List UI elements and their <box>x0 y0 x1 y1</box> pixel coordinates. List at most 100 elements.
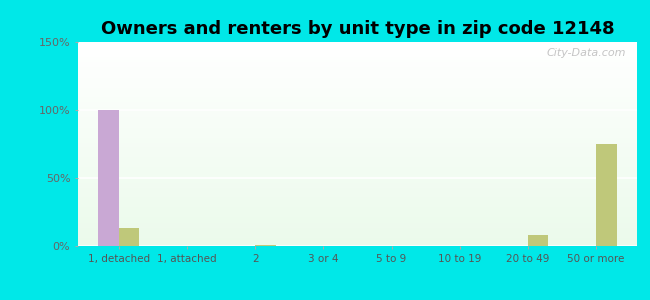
Bar <box>78 199 637 200</box>
Bar <box>78 47 637 48</box>
Bar <box>78 198 637 199</box>
Bar <box>78 65 637 67</box>
Bar <box>78 52 637 53</box>
Bar <box>78 53 637 54</box>
Bar <box>98 110 119 246</box>
Bar <box>78 146 637 147</box>
Bar <box>78 237 637 238</box>
Bar <box>78 214 637 215</box>
Bar <box>78 121 637 122</box>
Bar <box>78 73 637 74</box>
Bar <box>119 228 139 246</box>
Bar <box>78 111 637 112</box>
Bar <box>78 206 637 207</box>
Bar <box>78 68 637 70</box>
Bar <box>78 142 637 143</box>
Bar <box>78 63 637 64</box>
Bar <box>78 164 637 165</box>
Bar <box>78 64 637 65</box>
Bar <box>78 234 637 235</box>
Bar <box>78 140 637 141</box>
Bar <box>78 204 637 205</box>
Bar <box>78 223 637 224</box>
Bar <box>78 95 637 96</box>
Bar <box>78 180 637 181</box>
Bar <box>78 200 637 201</box>
Bar <box>78 205 637 206</box>
Bar <box>78 150 637 151</box>
Bar <box>78 141 637 142</box>
Bar <box>78 170 637 172</box>
Bar <box>78 149 637 150</box>
Bar <box>78 112 637 113</box>
Bar <box>78 128 637 129</box>
Bar <box>78 195 637 196</box>
Bar <box>78 144 637 145</box>
Bar <box>78 153 637 154</box>
Bar <box>78 132 637 133</box>
Bar <box>78 96 637 97</box>
Bar <box>78 77 637 78</box>
Bar <box>78 220 637 221</box>
Bar <box>78 202 637 203</box>
Bar <box>78 131 637 132</box>
Bar <box>78 215 637 216</box>
Bar <box>78 105 637 106</box>
Bar <box>78 154 637 155</box>
Bar <box>78 103 637 104</box>
Bar <box>78 54 637 55</box>
Bar <box>78 62 637 63</box>
Bar <box>78 44 637 45</box>
Bar <box>78 89 637 90</box>
Bar <box>78 81 637 82</box>
Bar <box>78 160 637 161</box>
Bar <box>78 85 637 86</box>
Bar <box>78 72 637 73</box>
Bar <box>78 119 637 121</box>
Bar <box>78 118 637 119</box>
Bar <box>528 235 549 246</box>
Bar <box>78 183 637 184</box>
Bar <box>78 196 637 197</box>
Bar <box>78 197 637 198</box>
Bar <box>78 193 637 194</box>
Bar <box>78 87 637 88</box>
Bar <box>78 60 637 62</box>
Bar <box>78 145 637 146</box>
Bar <box>78 210 637 211</box>
Bar <box>78 100 637 101</box>
Bar <box>78 107 637 108</box>
Bar <box>78 148 637 149</box>
Bar <box>78 43 637 44</box>
Bar <box>78 91 637 92</box>
Bar <box>78 211 637 212</box>
Bar <box>78 218 637 220</box>
Bar <box>78 49 637 50</box>
Bar <box>78 83 637 84</box>
Bar <box>78 92 637 93</box>
Bar <box>78 151 637 152</box>
Bar <box>78 108 637 109</box>
Bar <box>78 135 637 136</box>
Bar <box>78 42 637 43</box>
Bar <box>78 110 637 111</box>
Bar <box>78 136 637 137</box>
Bar <box>78 80 637 81</box>
Bar <box>78 88 637 89</box>
Bar <box>78 127 637 128</box>
Bar <box>78 174 637 175</box>
Bar <box>78 45 637 46</box>
Bar <box>78 79 637 80</box>
Bar <box>78 213 637 214</box>
Bar <box>78 90 637 91</box>
Bar <box>255 244 276 246</box>
Bar <box>78 74 637 75</box>
Bar <box>78 186 637 187</box>
Bar <box>78 93 637 94</box>
Bar <box>78 165 637 166</box>
Bar <box>78 177 637 178</box>
Bar <box>78 242 637 243</box>
Bar <box>78 209 637 210</box>
Bar <box>78 176 637 177</box>
Bar <box>78 48 637 49</box>
